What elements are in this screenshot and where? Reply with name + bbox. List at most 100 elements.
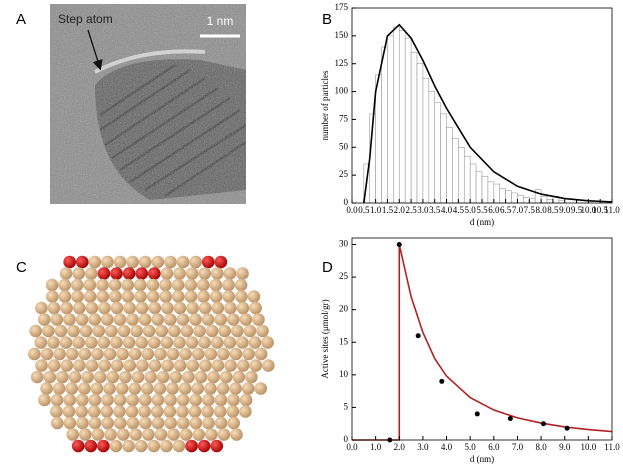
atom [51, 313, 64, 326]
atom [159, 279, 172, 292]
atom [244, 325, 257, 338]
atom [201, 405, 214, 418]
nanoparticle-model [28, 256, 275, 453]
atom [98, 336, 111, 349]
atom [94, 371, 107, 384]
atom [84, 279, 97, 292]
y-tick-label: 150 [335, 30, 349, 40]
atom [105, 325, 118, 338]
atom [126, 405, 139, 418]
atom [31, 371, 44, 384]
atom [98, 359, 111, 372]
bar [488, 182, 494, 203]
atom [182, 371, 195, 384]
atom [161, 267, 174, 280]
y-tick-label: 5 [344, 401, 349, 411]
atom [211, 302, 224, 315]
atom [215, 417, 228, 430]
atom [110, 336, 123, 349]
atom [116, 348, 129, 361]
atom [168, 325, 181, 338]
atom [119, 371, 132, 384]
atom [148, 302, 161, 315]
atom [154, 382, 167, 395]
atom [236, 267, 249, 280]
atom [235, 279, 248, 292]
atom [59, 290, 72, 303]
atom [117, 428, 130, 441]
atom [101, 256, 114, 269]
atom [237, 302, 250, 315]
atom [193, 325, 206, 338]
atom [231, 325, 244, 338]
atom [204, 348, 217, 361]
atom [47, 336, 60, 349]
atom [256, 325, 269, 338]
atom [154, 348, 167, 361]
atom [60, 267, 73, 280]
bar [476, 172, 482, 203]
y-tick-label: 100 [335, 86, 349, 96]
atom [85, 267, 98, 280]
atom [66, 348, 79, 361]
atom [179, 382, 192, 395]
atom [155, 325, 168, 338]
atom [186, 336, 199, 349]
atom [152, 256, 165, 269]
atom [239, 405, 252, 418]
bar [541, 196, 547, 203]
atom [212, 359, 225, 372]
atom [75, 405, 88, 418]
chart: 0.01.02.03.04.05.06.07.08.09.010.011.005… [320, 238, 620, 464]
atom [191, 382, 204, 395]
atom [126, 313, 139, 326]
x-tick-label: 9.0 [559, 205, 571, 215]
atom [210, 440, 223, 453]
atom [249, 359, 262, 372]
atom [46, 279, 59, 292]
atom [48, 359, 61, 372]
atom [147, 440, 160, 453]
atom [242, 348, 255, 361]
plot-frame [352, 238, 612, 440]
atom [69, 371, 82, 384]
x-tick-label: 7.0 [512, 205, 524, 215]
x-tick-label: 3.0 [417, 442, 429, 452]
atom [46, 290, 59, 303]
atom [204, 382, 217, 395]
y-tick-label: 30 [339, 239, 349, 249]
atom [215, 256, 228, 269]
x-tick-label: 2.5 [405, 205, 417, 215]
bar [500, 189, 506, 203]
atom [167, 348, 180, 361]
annotation: Step atom [58, 12, 113, 26]
atom [110, 440, 123, 453]
x-tick-label: 1.0 [370, 442, 382, 452]
atom [135, 336, 148, 349]
point [475, 411, 480, 416]
atom [164, 417, 177, 430]
atom [76, 313, 89, 326]
atom [197, 290, 210, 303]
bar [523, 197, 529, 203]
atom [122, 290, 135, 303]
atom [73, 302, 86, 315]
atom [129, 348, 142, 361]
atom [215, 394, 228, 407]
atom [202, 256, 215, 269]
atom [114, 394, 127, 407]
y-tick-label: 15 [339, 336, 349, 346]
atom [60, 359, 73, 372]
y-tick-label: 25 [339, 271, 349, 281]
bar [399, 30, 405, 203]
atom [139, 313, 152, 326]
atom [176, 405, 189, 418]
x-tick-label: 11.0 [604, 442, 620, 452]
atom [240, 394, 253, 407]
bar [506, 191, 512, 203]
atom [177, 394, 190, 407]
atom [72, 336, 85, 349]
atom [237, 359, 250, 372]
atom [214, 313, 227, 326]
atom [189, 313, 202, 326]
